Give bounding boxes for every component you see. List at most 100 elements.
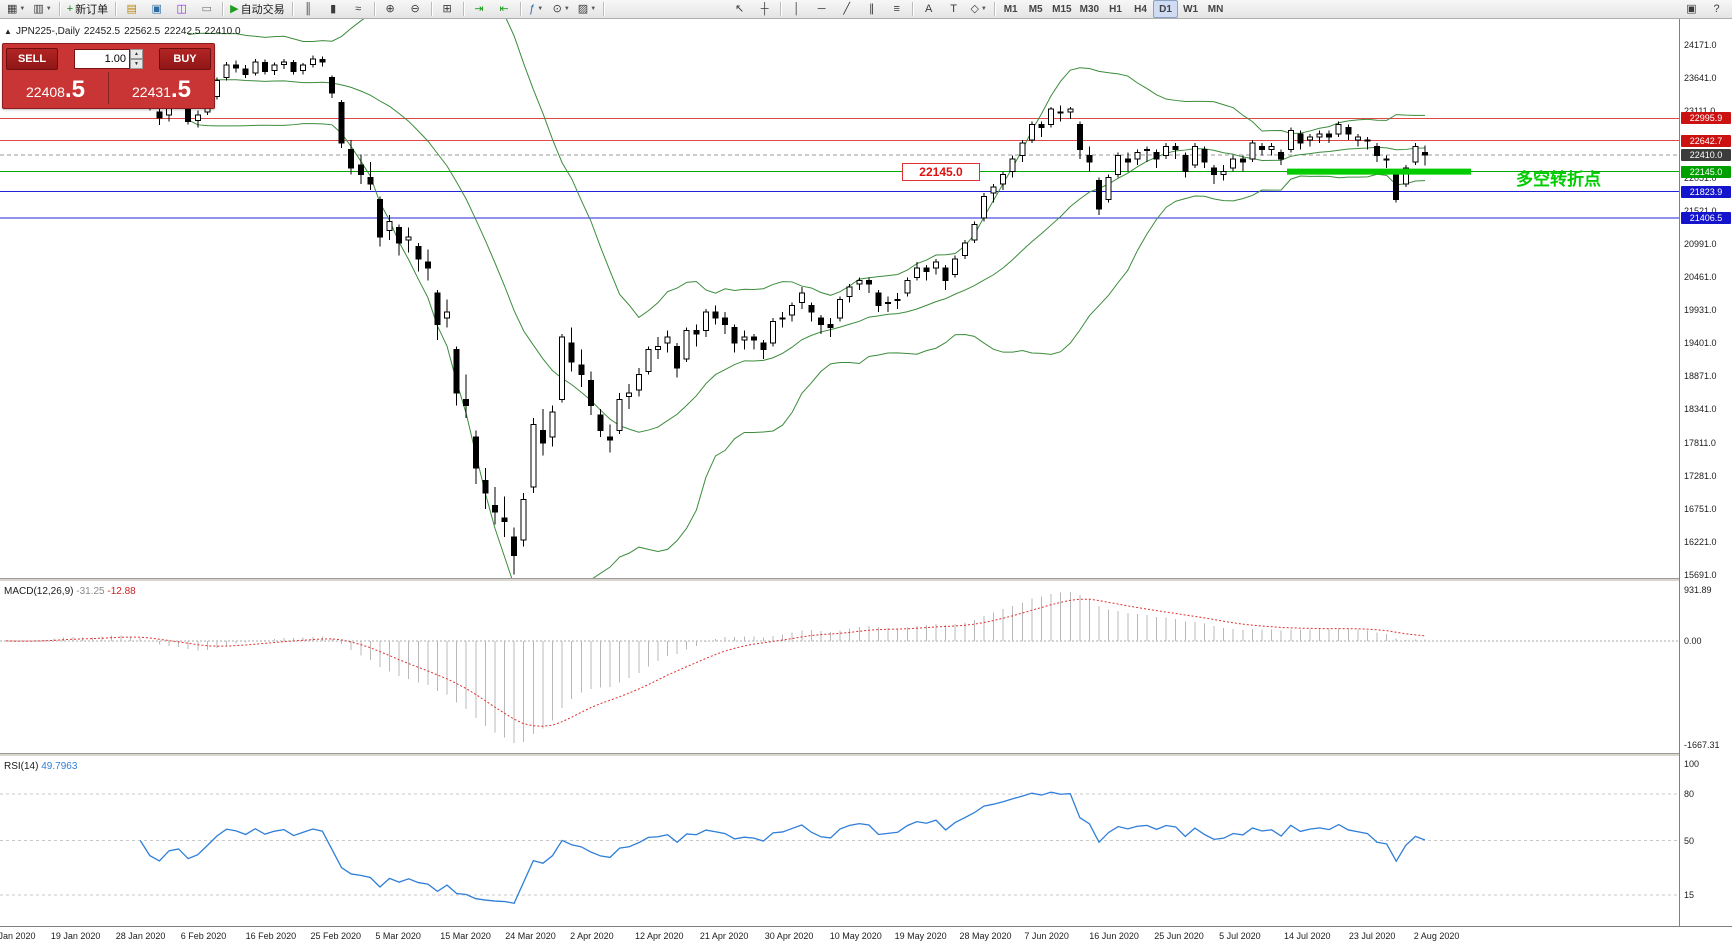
bar-chart-button[interactable]: ║ <box>296 0 321 18</box>
fibonacci-retracement-button[interactable]: ≡ <box>884 0 909 18</box>
one-click-collapse-icon[interactable]: ▲ <box>4 27 12 36</box>
text-icon: A <box>924 3 933 15</box>
caret-down-icon: ▼ <box>45 6 52 12</box>
timeframe-m5-button[interactable]: M5 <box>1028 3 1043 15</box>
toolbar-group-text: A T ◇ ▼ <box>916 0 991 18</box>
toolbar-group-timeframes: M1 M5 M15 M30 H1 H4 D1 W1 MN <box>998 0 1228 18</box>
toolbar-separator <box>58 2 60 16</box>
pane-separator[interactable] <box>0 578 1732 582</box>
date-axis-label: 10 May 2020 <box>829 931 882 941</box>
lot-size-input[interactable] <box>74 48 130 69</box>
crosshair-button[interactable]: ┼ <box>752 0 777 18</box>
timeframe-d1-button[interactable]: D1 <box>1153 0 1179 18</box>
price-axis[interactable]: 24171.023641.023111.022581.022051.021521… <box>1679 19 1732 926</box>
candles <box>3 45 1428 575</box>
rsi-header: RSI(14) 49.7963 <box>4 761 77 772</box>
periods-button[interactable]: ⊙ ▼ <box>549 0 574 18</box>
shapes-button[interactable]: ◇ ▼ <box>966 0 991 18</box>
tile-windows-button[interactable]: ⊞ <box>435 0 460 18</box>
indicators-button[interactable]: ƒ ▼ <box>524 0 549 18</box>
timeframe-m30-button[interactable]: M30 <box>1079 3 1100 15</box>
lot-increment-icon[interactable]: ▲ <box>130 48 143 59</box>
window-list-button[interactable]: ▣ <box>1679 0 1704 18</box>
macd-pane[interactable] <box>0 582 1679 753</box>
new-order-label: 新订单 <box>75 4 109 16</box>
tile-windows-icon: ⊞ <box>442 3 452 15</box>
text-button[interactable]: A <box>916 0 941 18</box>
equidistant-channel-button[interactable]: ∥ <box>859 0 884 18</box>
help-button[interactable]: ? <box>1704 0 1729 18</box>
price-line-badge: 22145.0 <box>1681 165 1731 178</box>
sell-button[interactable]: SELL <box>6 47 58 70</box>
toolbar-group-layout: ⊞ <box>435 0 460 18</box>
trendline-button[interactable]: ╱ <box>834 0 859 18</box>
buy-price[interactable]: 22431.5 <box>109 70 214 106</box>
data-window-button[interactable]: ▣ <box>144 0 169 18</box>
price-axis-label: 16221.0 <box>1684 536 1717 547</box>
date-axis-label: 25 Jun 2020 <box>1154 931 1204 941</box>
cursor-button[interactable]: ↖ <box>727 0 752 18</box>
price-axis-label: 24171.0 <box>1684 40 1717 50</box>
rsi-value: 49.7963 <box>41 761 78 772</box>
timeframe-w1-button[interactable]: W1 <box>1183 3 1199 15</box>
line-chart-icon: ≈ <box>355 3 362 15</box>
terminal-button[interactable]: ▭ <box>194 0 219 18</box>
zoom-out-icon: ⊖ <box>410 3 420 15</box>
price-axis-label: 20991.0 <box>1684 238 1717 249</box>
text-label-button[interactable]: T <box>941 0 966 18</box>
main-price-pane[interactable] <box>0 19 1679 578</box>
vertical-line-icon: │ <box>793 3 801 15</box>
vertical-line-button[interactable]: │ <box>784 0 809 18</box>
buy-button[interactable]: BUY <box>159 47 211 70</box>
toolbar-group-order: + 新订单 <box>63 0 112 18</box>
pane-separator[interactable] <box>0 753 1732 757</box>
support-zone-bar[interactable] <box>1287 168 1471 175</box>
auto-trading-button[interactable]: ▶ 自动交易 <box>226 0 288 18</box>
turning-point-text[interactable]: 多空转折点 <box>1516 170 1601 189</box>
chart-profiles-button[interactable]: ▥ ▼ <box>29 0 55 18</box>
periods-icon: ⊙ <box>552 3 562 15</box>
new-order-button[interactable]: + 新订单 <box>63 0 112 18</box>
horizontal-level-lines[interactable] <box>0 117 1679 219</box>
rsi-level-label: 50 <box>1684 835 1695 846</box>
price-line-badge: 22642.7 <box>1681 134 1731 147</box>
navigator-icon: ◫ <box>176 3 187 15</box>
market-watch-button[interactable]: ▤ <box>119 0 144 18</box>
sell-price[interactable]: 22408.5 <box>3 70 108 106</box>
timeframe-h1-button[interactable]: H1 <box>1109 3 1122 15</box>
chart-shift-button[interactable]: ⇤ <box>492 0 517 18</box>
timeframe-m1-button[interactable]: M1 <box>1003 3 1018 15</box>
auto-scroll-button[interactable]: ⇥ <box>467 0 492 18</box>
rsi-label: RSI(14) <box>4 761 39 772</box>
timeframe-mn-button[interactable]: MN <box>1207 3 1224 15</box>
date-axis-label: 25 Feb 2020 <box>310 931 362 941</box>
timeframe-h4-button[interactable]: H4 <box>1134 3 1147 15</box>
candlestick-chart-button[interactable]: ▮ <box>321 0 346 18</box>
macd-label: MACD(12,26,9) <box>4 586 74 597</box>
line-chart-button[interactable]: ≈ <box>346 0 371 18</box>
timeframe-m15-button[interactable]: M15 <box>1052 3 1072 15</box>
lot-decrement-icon[interactable]: ▼ <box>130 58 143 69</box>
equidistant-channel-icon: ∥ <box>868 3 875 15</box>
horizontal-line-button[interactable]: ─ <box>809 0 834 18</box>
zoom-in-button[interactable]: ⊕ <box>378 0 403 18</box>
chart-window: ▲ JPN225-,Daily 22452.5 22562.5 22242.5 2241… <box>0 19 1732 945</box>
toolbar-separator <box>912 2 914 16</box>
date-axis-label: 16 Jun 2020 <box>1089 931 1139 941</box>
rsi-level-label: 15 <box>1684 889 1695 900</box>
price-annotation-label[interactable]: 22145.0 <box>902 163 980 181</box>
macd-header: MACD(12,26,9) -31.25 -12.88 <box>4 586 136 597</box>
new-chart-button[interactable]: ▦ ▼ <box>3 0 29 18</box>
zoom-out-button[interactable]: ⊖ <box>403 0 428 18</box>
date-axis[interactable]: 10 Jan 2020 19 Jan 2020 28 Jan 2020 6 Feb 2… <box>0 926 1732 945</box>
sell-price-fraction: .5 <box>64 76 85 103</box>
toolbar-separator <box>994 2 996 16</box>
toolbar-group-lines: │ ─ ╱ ∥ ≡ <box>784 0 909 18</box>
date-axis-label: 21 Apr 2020 <box>699 931 749 941</box>
toolbar-group-windows: ▤ ▣ ◫ ▭ <box>119 0 219 18</box>
rsi-pane[interactable] <box>0 757 1679 926</box>
templates-button[interactable]: ▨ ▼ <box>574 0 600 18</box>
indicators-icon: ƒ <box>529 3 536 15</box>
navigator-button[interactable]: ◫ <box>169 0 194 18</box>
data-window-icon: ▣ <box>151 3 162 15</box>
